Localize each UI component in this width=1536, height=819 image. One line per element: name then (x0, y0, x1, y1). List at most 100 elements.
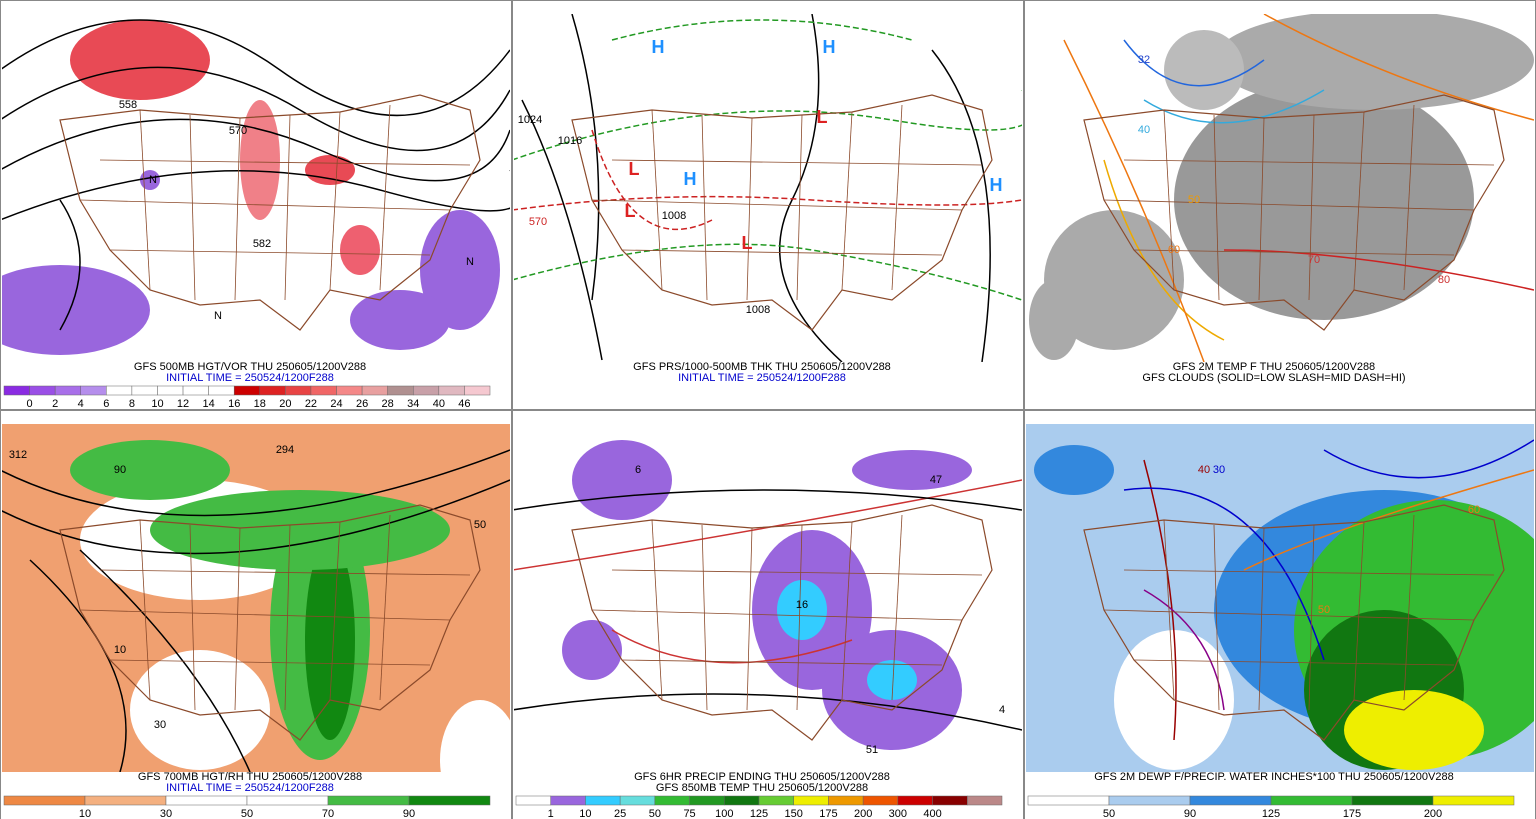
map-label: L (817, 107, 828, 127)
caption: GFS 500MB HGT/VOR THU 250605/1200V288 (134, 361, 366, 373)
map-label: L (625, 201, 636, 221)
colorbar-label: 18 (254, 398, 266, 410)
contour (1223, 249, 1534, 291)
colorbar-box (327, 795, 410, 806)
colorbar-label: 125 (1262, 808, 1280, 819)
border (1163, 109, 1175, 291)
shaded-area (305, 540, 355, 740)
map-label: 50 (1318, 604, 1330, 616)
contour (59, 199, 81, 331)
contour (1063, 39, 1205, 362)
shaded-area (70, 20, 210, 100)
border (1353, 111, 1365, 291)
colorbar-box (413, 385, 440, 396)
border (1083, 504, 1505, 741)
contour (2, 66, 510, 152)
border (189, 524, 196, 711)
border (139, 519, 151, 701)
border (746, 117, 753, 301)
contour (779, 14, 843, 362)
map-label: 30 (1213, 464, 1225, 476)
colorbar-label: 200 (854, 808, 872, 819)
colorbar-label: 50 (1103, 808, 1115, 819)
colorbar-box (246, 795, 329, 806)
colorbar-box (724, 795, 760, 806)
colorbar-label: 1 (548, 808, 554, 819)
panel: 312 294 90 50 10 30 GFS 700MB HGT/RH THU 25060… (0, 410, 512, 819)
colorbar-label: 10 (79, 808, 91, 819)
colorbar-label: 150 (785, 808, 803, 819)
colorbar-box (932, 795, 968, 806)
colorbar-box (464, 385, 491, 396)
border (621, 659, 943, 666)
border (99, 569, 471, 576)
shaded-area (420, 210, 500, 330)
colorbar-box (165, 795, 248, 806)
border (1103, 199, 1475, 211)
caption: GFS 700MB HGT/RH THU 250605/1200V288 (138, 771, 362, 783)
border (1133, 249, 1455, 256)
caption: INITIAL TIME = 250524/1200F288 (678, 372, 846, 384)
panel: 558 570 582 N N N GFS 500MB HGT/VOR THU 250605… (0, 0, 512, 410)
contour (1103, 159, 1225, 341)
colorbar-box (310, 385, 337, 396)
colorbar-box (208, 385, 235, 396)
colorbar-label: 22 (305, 398, 317, 410)
shaded-area (2, 265, 150, 355)
caption: GFS PRS/1000-500MB THK THU 250605/1200V2… (633, 361, 891, 373)
border (1353, 521, 1365, 701)
colorbar-box (157, 385, 184, 396)
contour (514, 90, 1022, 161)
map-label: 90 (114, 464, 126, 476)
contour (1243, 469, 1534, 571)
shaded-area (1164, 30, 1244, 110)
map-label: N (149, 174, 157, 186)
border (701, 524, 708, 711)
border (379, 514, 391, 701)
map-label: 1016 (558, 135, 582, 147)
border (329, 521, 341, 701)
colorbar-box (862, 795, 899, 806)
colorbar-label: 4 (78, 398, 84, 410)
contour (1143, 589, 1225, 711)
map-label: 16 (796, 599, 808, 611)
colorbar-box (793, 795, 829, 806)
colorbar-box (1108, 795, 1191, 806)
border (234, 527, 241, 711)
shaded-area (340, 225, 380, 275)
border (139, 109, 151, 291)
border (1133, 659, 1455, 666)
contour (2, 449, 510, 517)
colorbar-label: 70 (322, 808, 334, 819)
colorbar-label: 16 (228, 398, 240, 410)
border (591, 609, 963, 621)
shaded-area (70, 440, 230, 500)
shaded-area (130, 650, 270, 770)
map-label: L (742, 233, 753, 253)
colorbar-label: 12 (177, 398, 189, 410)
colorbar-label: 2 (52, 398, 58, 410)
border (746, 527, 753, 711)
map-label: 51 (866, 744, 878, 756)
border (1308, 114, 1315, 301)
colorbar-label: 75 (683, 808, 695, 819)
border (1103, 609, 1475, 621)
map-label: N (214, 310, 222, 322)
colorbar-label: 46 (458, 398, 470, 410)
contour (514, 195, 1022, 211)
map-label: 32 (1138, 54, 1150, 66)
caption: GFS 2M TEMP F THU 250605/1200V288 (1173, 361, 1375, 373)
colorbar-box (967, 795, 1003, 806)
panel: H H H H L L L L 1024 1016 1008 1008 570 GFS PRS/1000-… (512, 0, 1024, 410)
border (1403, 104, 1415, 291)
colorbar-box (233, 385, 261, 396)
shaded-area (1029, 280, 1079, 360)
colorbar-box (585, 795, 621, 806)
colorbar-box (1432, 795, 1515, 806)
shaded-area (305, 155, 355, 185)
shaded-area (140, 170, 160, 190)
border (234, 117, 241, 301)
border (284, 114, 291, 301)
border (379, 104, 391, 291)
colorbar-box (828, 795, 864, 806)
